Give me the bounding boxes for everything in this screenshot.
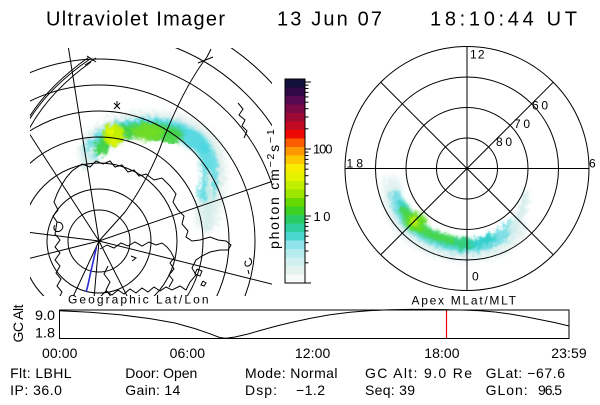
svg-text:Geographic Lat/Lon: Geographic Lat/Lon <box>68 293 209 307</box>
svg-text:−1.2: −1.2 <box>296 382 325 398</box>
svg-text:13 Jun 07: 13 Jun 07 <box>277 9 382 31</box>
svg-text:Door: Open: Door: Open <box>125 365 197 381</box>
svg-text:18:00: 18:00 <box>424 345 460 361</box>
svg-text:Mode: Normal: Mode: Normal <box>245 365 338 381</box>
svg-text:Gain: 14: Gain: 14 <box>125 382 180 398</box>
svg-text:06:00: 06:00 <box>170 345 206 361</box>
svg-text:1.8: 1.8 <box>35 324 55 340</box>
svg-text:Ultraviolet Imager: Ultraviolet Imager <box>46 9 225 31</box>
svg-text:GC Alt: 9.0 Re: GC Alt: 9.0 Re <box>365 365 472 381</box>
svg-text:0: 0 <box>472 270 479 284</box>
svg-text:GLat: −67.6: GLat: −67.6 <box>486 365 566 381</box>
svg-text:photon cm−2s−1: photon cm−2s−1 <box>265 127 282 249</box>
svg-text:GLon:: GLon: <box>486 382 528 398</box>
svg-text:Apex MLat/MLT: Apex MLat/MLT <box>412 294 517 308</box>
svg-text:00:00: 00:00 <box>42 345 78 361</box>
svg-text:IP: 36.0: IP: 36.0 <box>10 382 62 398</box>
svg-text:96.5: 96.5 <box>538 382 562 398</box>
svg-text:23:59: 23:59 <box>551 345 587 361</box>
svg-text:12: 12 <box>470 48 485 62</box>
svg-text:6: 6 <box>589 157 596 171</box>
svg-text:100: 100 <box>313 142 333 157</box>
svg-text:12:00: 12:00 <box>295 345 331 361</box>
svg-text:9.0: 9.0 <box>35 307 55 323</box>
svg-text:Seq: 39: Seq: 39 <box>365 382 415 398</box>
svg-text:GC Alt: GC Alt <box>10 304 26 342</box>
svg-text:Flt: LBHL: Flt: LBHL <box>10 365 72 381</box>
svg-text:Dsp:: Dsp: <box>245 382 277 398</box>
svg-text:18:10:44 UT: 18:10:44 UT <box>430 9 577 31</box>
